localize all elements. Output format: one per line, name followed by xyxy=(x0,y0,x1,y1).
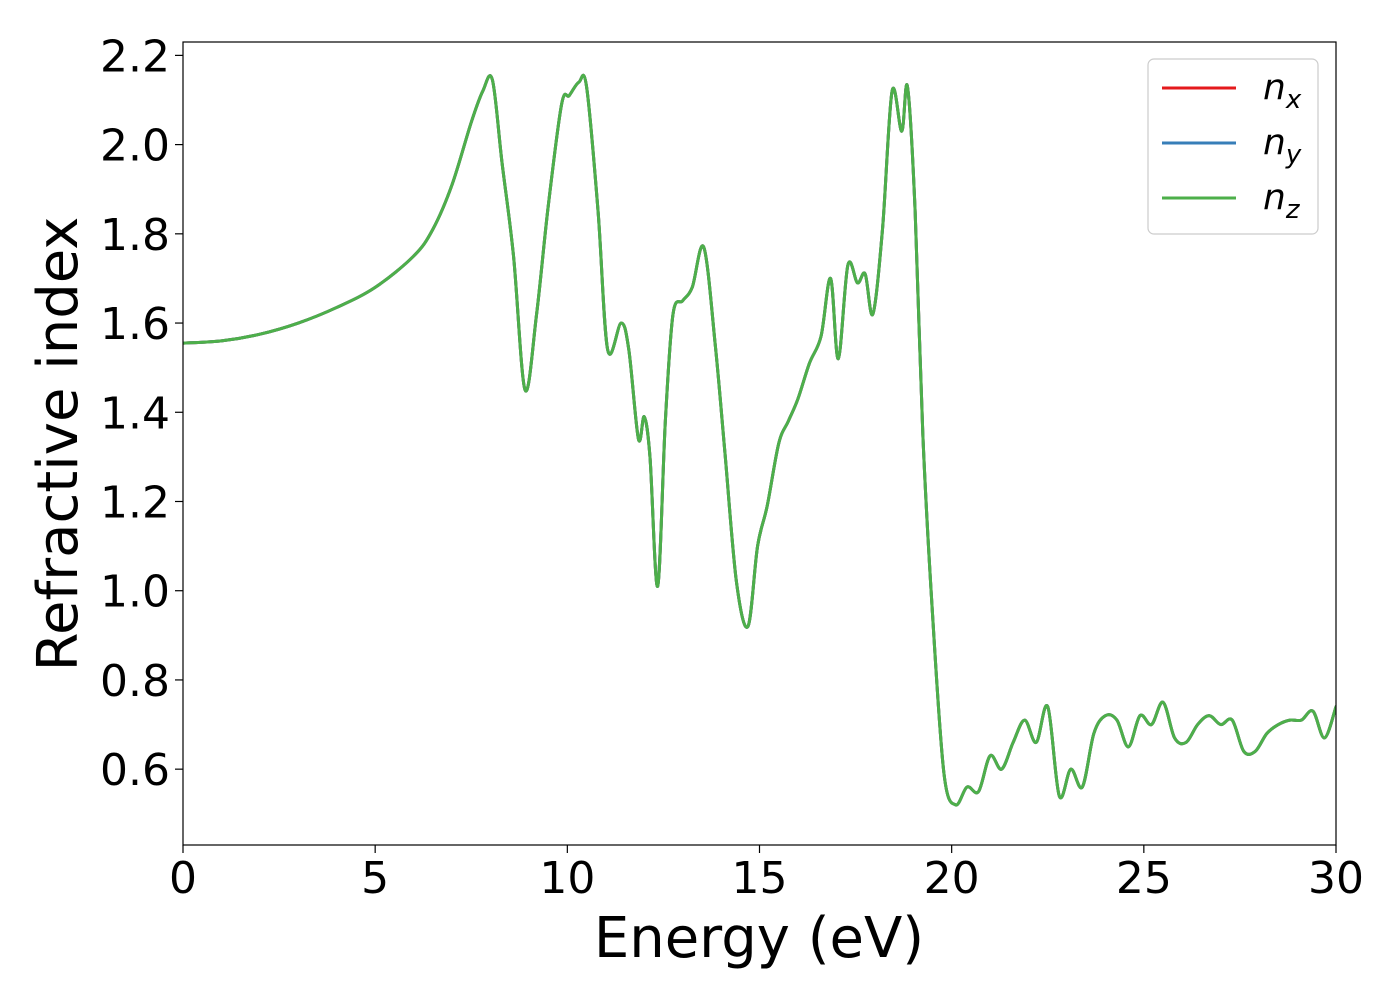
legend-label-n-y: ny xyxy=(1263,122,1302,170)
series-layer xyxy=(183,73,1336,807)
x-tick-label: 0 xyxy=(169,853,197,904)
y-tick-label: 0.6 xyxy=(100,745,170,796)
x-axis: 0 5 10 15 20 25 30 xyxy=(169,845,1364,904)
x-tick-label: 20 xyxy=(924,853,980,904)
y-tick-label: 2.0 xyxy=(100,121,170,172)
legend-label-n-z: nz xyxy=(1263,177,1301,225)
legend-box xyxy=(1147,58,1319,235)
y-tick-label: 1.6 xyxy=(100,299,170,350)
y-tick-label: 1.4 xyxy=(100,388,170,439)
y-tick-label: 2.2 xyxy=(100,31,170,82)
x-tick-label: 15 xyxy=(732,853,788,904)
y-tick-label: 1.2 xyxy=(100,477,170,528)
legend-label-n-x: nx xyxy=(1263,67,1302,115)
x-tick-label: 10 xyxy=(539,853,595,904)
y-axis-label: Refractive index xyxy=(26,217,91,672)
y-axis: 0.6 0.8 1.0 1.2 1.4 1.6 1.8 2.0 2.2 xyxy=(100,31,183,796)
legend: nx ny nz xyxy=(1147,58,1319,235)
x-tick-label: 25 xyxy=(1116,853,1172,904)
y-tick-label: 1.8 xyxy=(100,210,170,261)
x-tick-label: 5 xyxy=(361,853,389,904)
y-tick-label: 1.0 xyxy=(100,567,170,618)
y-tick-label: 0.8 xyxy=(100,656,170,707)
x-tick-label: 30 xyxy=(1308,853,1364,904)
series-line-n-z xyxy=(183,73,1336,807)
x-axis-label: Energy (eV) xyxy=(594,906,924,971)
